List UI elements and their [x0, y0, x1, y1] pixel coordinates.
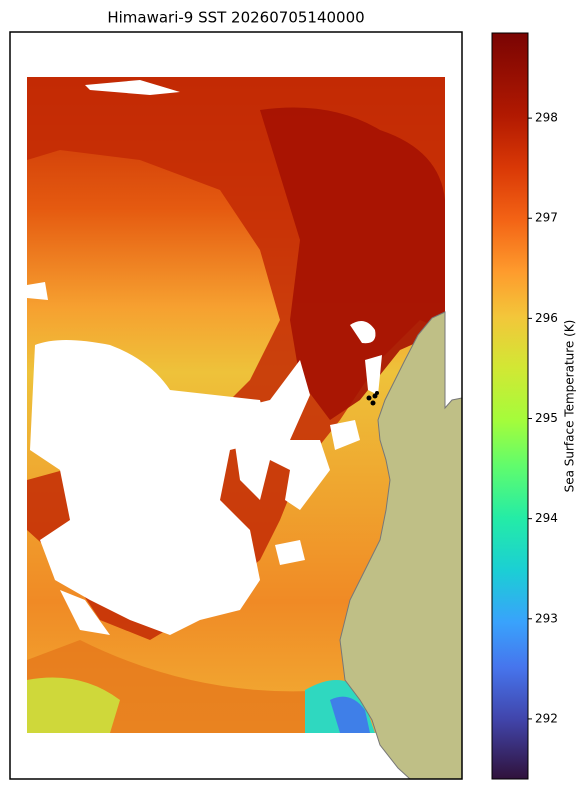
markers	[366, 391, 379, 406]
colorbar-tick-label: 298	[535, 111, 558, 125]
colorbar-tick-label: 297	[535, 211, 558, 225]
colorbar-tick-label: 292	[535, 711, 558, 725]
colorbar-tick-label: 295	[535, 411, 558, 425]
colorbar-label: Sea Surface Temperature (K)	[563, 320, 577, 493]
map-frame	[9, 31, 463, 780]
colorbar-tick-label: 294	[535, 511, 558, 525]
colorbar-tick-label: 293	[535, 611, 558, 625]
colorbar-tick-label: 296	[535, 311, 558, 325]
colorbar	[491, 32, 529, 780]
map-title: Himawari-9 SST 20260705140000	[107, 9, 364, 27]
